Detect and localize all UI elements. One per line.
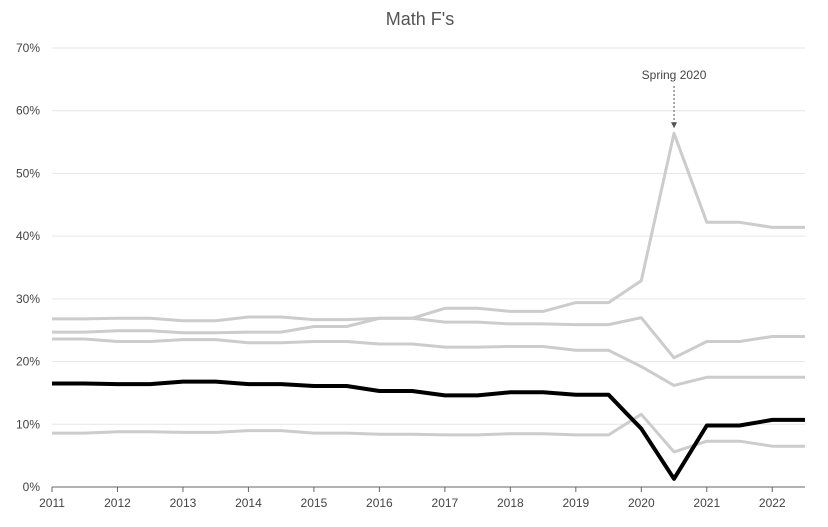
x-tick-label: 2020 xyxy=(628,496,655,510)
x-tick-layer: 2011 2012 2013 2014 2015 2016 2017 2018 2019 2020… xyxy=(39,487,786,510)
annotation-label: Spring 2020 xyxy=(642,68,707,82)
y-tick-label: 70% xyxy=(16,41,40,55)
grid-layer xyxy=(52,47,805,488)
y-tick-label: 30% xyxy=(16,292,40,306)
y-tick-label: 20% xyxy=(16,355,40,369)
annotation-arrow-head xyxy=(671,122,678,129)
x-tick-label: 2018 xyxy=(497,496,524,510)
series-line-2 xyxy=(52,316,805,360)
annotation-layer: Spring 2020 xyxy=(642,68,707,129)
x-tick-label: 2013 xyxy=(170,496,197,510)
x-tick-label: 2015 xyxy=(301,496,328,510)
series-line-highlight xyxy=(52,379,805,481)
x-tick-label: 2019 xyxy=(562,496,589,510)
series-line-1 xyxy=(52,131,805,323)
series-layer xyxy=(52,131,805,481)
x-tick-label: 2012 xyxy=(104,496,131,510)
y-tick-label: 10% xyxy=(16,417,40,431)
y-tick-label: 60% xyxy=(16,104,40,118)
x-tick-label: 2014 xyxy=(235,496,262,510)
series-line-4 xyxy=(52,412,805,454)
y-tick-label: 0% xyxy=(23,480,41,494)
y-tick-label: 50% xyxy=(16,166,40,180)
x-tick-label: 2011 xyxy=(39,496,65,510)
x-tick-label: 2021 xyxy=(693,496,720,510)
x-tick-label: 2017 xyxy=(432,496,459,510)
x-tick-label: 2016 xyxy=(366,496,393,510)
y-tick-layer: 0% 10% 20% 30% 40% 50% 60% 70% xyxy=(16,41,40,494)
x-tick-label: 2022 xyxy=(759,496,786,510)
series-line-3 xyxy=(52,337,805,387)
chart-title: Math F's xyxy=(386,9,454,29)
y-tick-label: 40% xyxy=(16,229,40,243)
